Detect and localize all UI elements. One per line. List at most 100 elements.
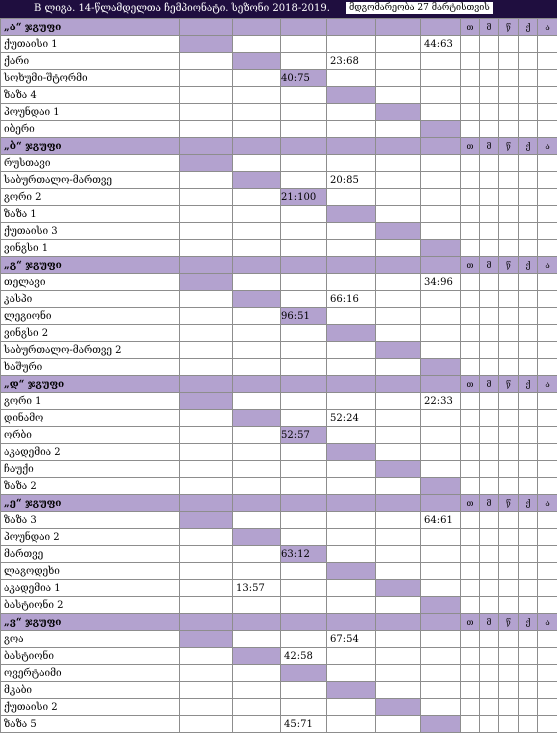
stat-cell bbox=[519, 512, 538, 529]
team-name: გორი 1 bbox=[1, 393, 180, 410]
stat-cell bbox=[480, 206, 499, 223]
group-header-blank-cell bbox=[421, 19, 461, 36]
stat-cell bbox=[480, 240, 499, 257]
stat-cell bbox=[480, 104, 499, 121]
stat-cell bbox=[538, 427, 557, 444]
score-cell bbox=[180, 529, 233, 546]
score-cell: 23:68 bbox=[327, 53, 376, 70]
self-match-cell: 63:12 bbox=[281, 546, 327, 563]
stat-cell bbox=[538, 172, 557, 189]
stat-cell bbox=[480, 597, 499, 614]
score-cell bbox=[327, 359, 376, 376]
stat-header: მ bbox=[480, 614, 499, 631]
score-cell bbox=[233, 240, 281, 257]
stat-cell bbox=[480, 308, 499, 325]
score-cell bbox=[233, 206, 281, 223]
stat-cell bbox=[461, 325, 480, 342]
stat-cell bbox=[480, 342, 499, 359]
stat-cell bbox=[499, 478, 519, 495]
self-match-cell bbox=[421, 359, 461, 376]
stat-cell bbox=[499, 393, 519, 410]
team-row: ჩაუქი bbox=[1, 461, 557, 478]
stat-cell bbox=[519, 172, 538, 189]
score-cell bbox=[327, 104, 376, 121]
score-cell bbox=[376, 546, 421, 563]
stat-cell bbox=[538, 206, 557, 223]
score-cell bbox=[281, 342, 327, 359]
stat-cell bbox=[538, 546, 557, 563]
stat-cell bbox=[538, 121, 557, 138]
stat-cell bbox=[538, 189, 557, 206]
stat-cell bbox=[480, 699, 499, 716]
score-cell bbox=[376, 648, 421, 665]
stat-cell bbox=[480, 359, 499, 376]
score-cell bbox=[376, 682, 421, 699]
self-match-cell bbox=[180, 631, 233, 648]
stat-cell bbox=[480, 155, 499, 172]
team-row: ზაზა 1 bbox=[1, 206, 557, 223]
score-cell bbox=[376, 631, 421, 648]
score-cell bbox=[421, 189, 461, 206]
score-cell bbox=[281, 172, 327, 189]
team-row: ქუთაისი 2 bbox=[1, 699, 557, 716]
stat-header: მ bbox=[480, 495, 499, 512]
score-cell bbox=[327, 240, 376, 257]
score-cell bbox=[421, 665, 461, 682]
stat-cell bbox=[461, 155, 480, 172]
self-match-cell bbox=[180, 393, 233, 410]
stat-cell bbox=[519, 206, 538, 223]
group-header-blank-cell bbox=[281, 138, 327, 155]
score-cell: 67:54 bbox=[327, 631, 376, 648]
group-name: „დ“ ჯგუფი bbox=[1, 376, 180, 393]
stat-cell bbox=[499, 597, 519, 614]
score-cell bbox=[281, 325, 327, 342]
stat-cell bbox=[461, 291, 480, 308]
score-cell bbox=[421, 342, 461, 359]
score-cell: 13:57 bbox=[233, 580, 281, 597]
stat-cell bbox=[499, 631, 519, 648]
stat-cell bbox=[519, 478, 538, 495]
stat-cell bbox=[499, 274, 519, 291]
score-cell bbox=[233, 699, 281, 716]
self-match-cell bbox=[180, 155, 233, 172]
stat-header: თ bbox=[461, 138, 480, 155]
group-header-blank-cell bbox=[376, 257, 421, 274]
stat-cell bbox=[519, 223, 538, 240]
score-cell bbox=[180, 206, 233, 223]
score-cell bbox=[281, 393, 327, 410]
team-name: პოუნდაი 2 bbox=[1, 529, 180, 546]
group-header-blank-cell bbox=[327, 495, 376, 512]
score-cell bbox=[327, 580, 376, 597]
stat-cell bbox=[538, 478, 557, 495]
stat-cell bbox=[538, 53, 557, 70]
score-cell bbox=[327, 648, 376, 665]
stat-header: წ bbox=[499, 495, 519, 512]
score-cell bbox=[233, 308, 281, 325]
stat-cell bbox=[538, 36, 557, 53]
group-header-blank-cell bbox=[327, 614, 376, 631]
self-match-cell bbox=[281, 665, 327, 682]
stat-cell bbox=[499, 121, 519, 138]
score-cell bbox=[180, 444, 233, 461]
score-cell bbox=[281, 563, 327, 580]
stat-cell bbox=[499, 342, 519, 359]
score-cell: 52:24 bbox=[327, 410, 376, 427]
stat-cell bbox=[461, 580, 480, 597]
group-header-blank-cell bbox=[180, 495, 233, 512]
score-cell: 66:16 bbox=[327, 291, 376, 308]
score-cell bbox=[376, 478, 421, 495]
score-cell bbox=[233, 155, 281, 172]
group-header-blank-cell bbox=[376, 138, 421, 155]
score-cell bbox=[327, 70, 376, 87]
score-cell bbox=[281, 274, 327, 291]
stat-cell bbox=[519, 359, 538, 376]
score-cell bbox=[376, 393, 421, 410]
team-name: ქუთაისი 2 bbox=[1, 699, 180, 716]
stat-cell bbox=[461, 682, 480, 699]
stat-header: თ bbox=[461, 257, 480, 274]
stat-cell bbox=[480, 172, 499, 189]
score-cell bbox=[421, 529, 461, 546]
